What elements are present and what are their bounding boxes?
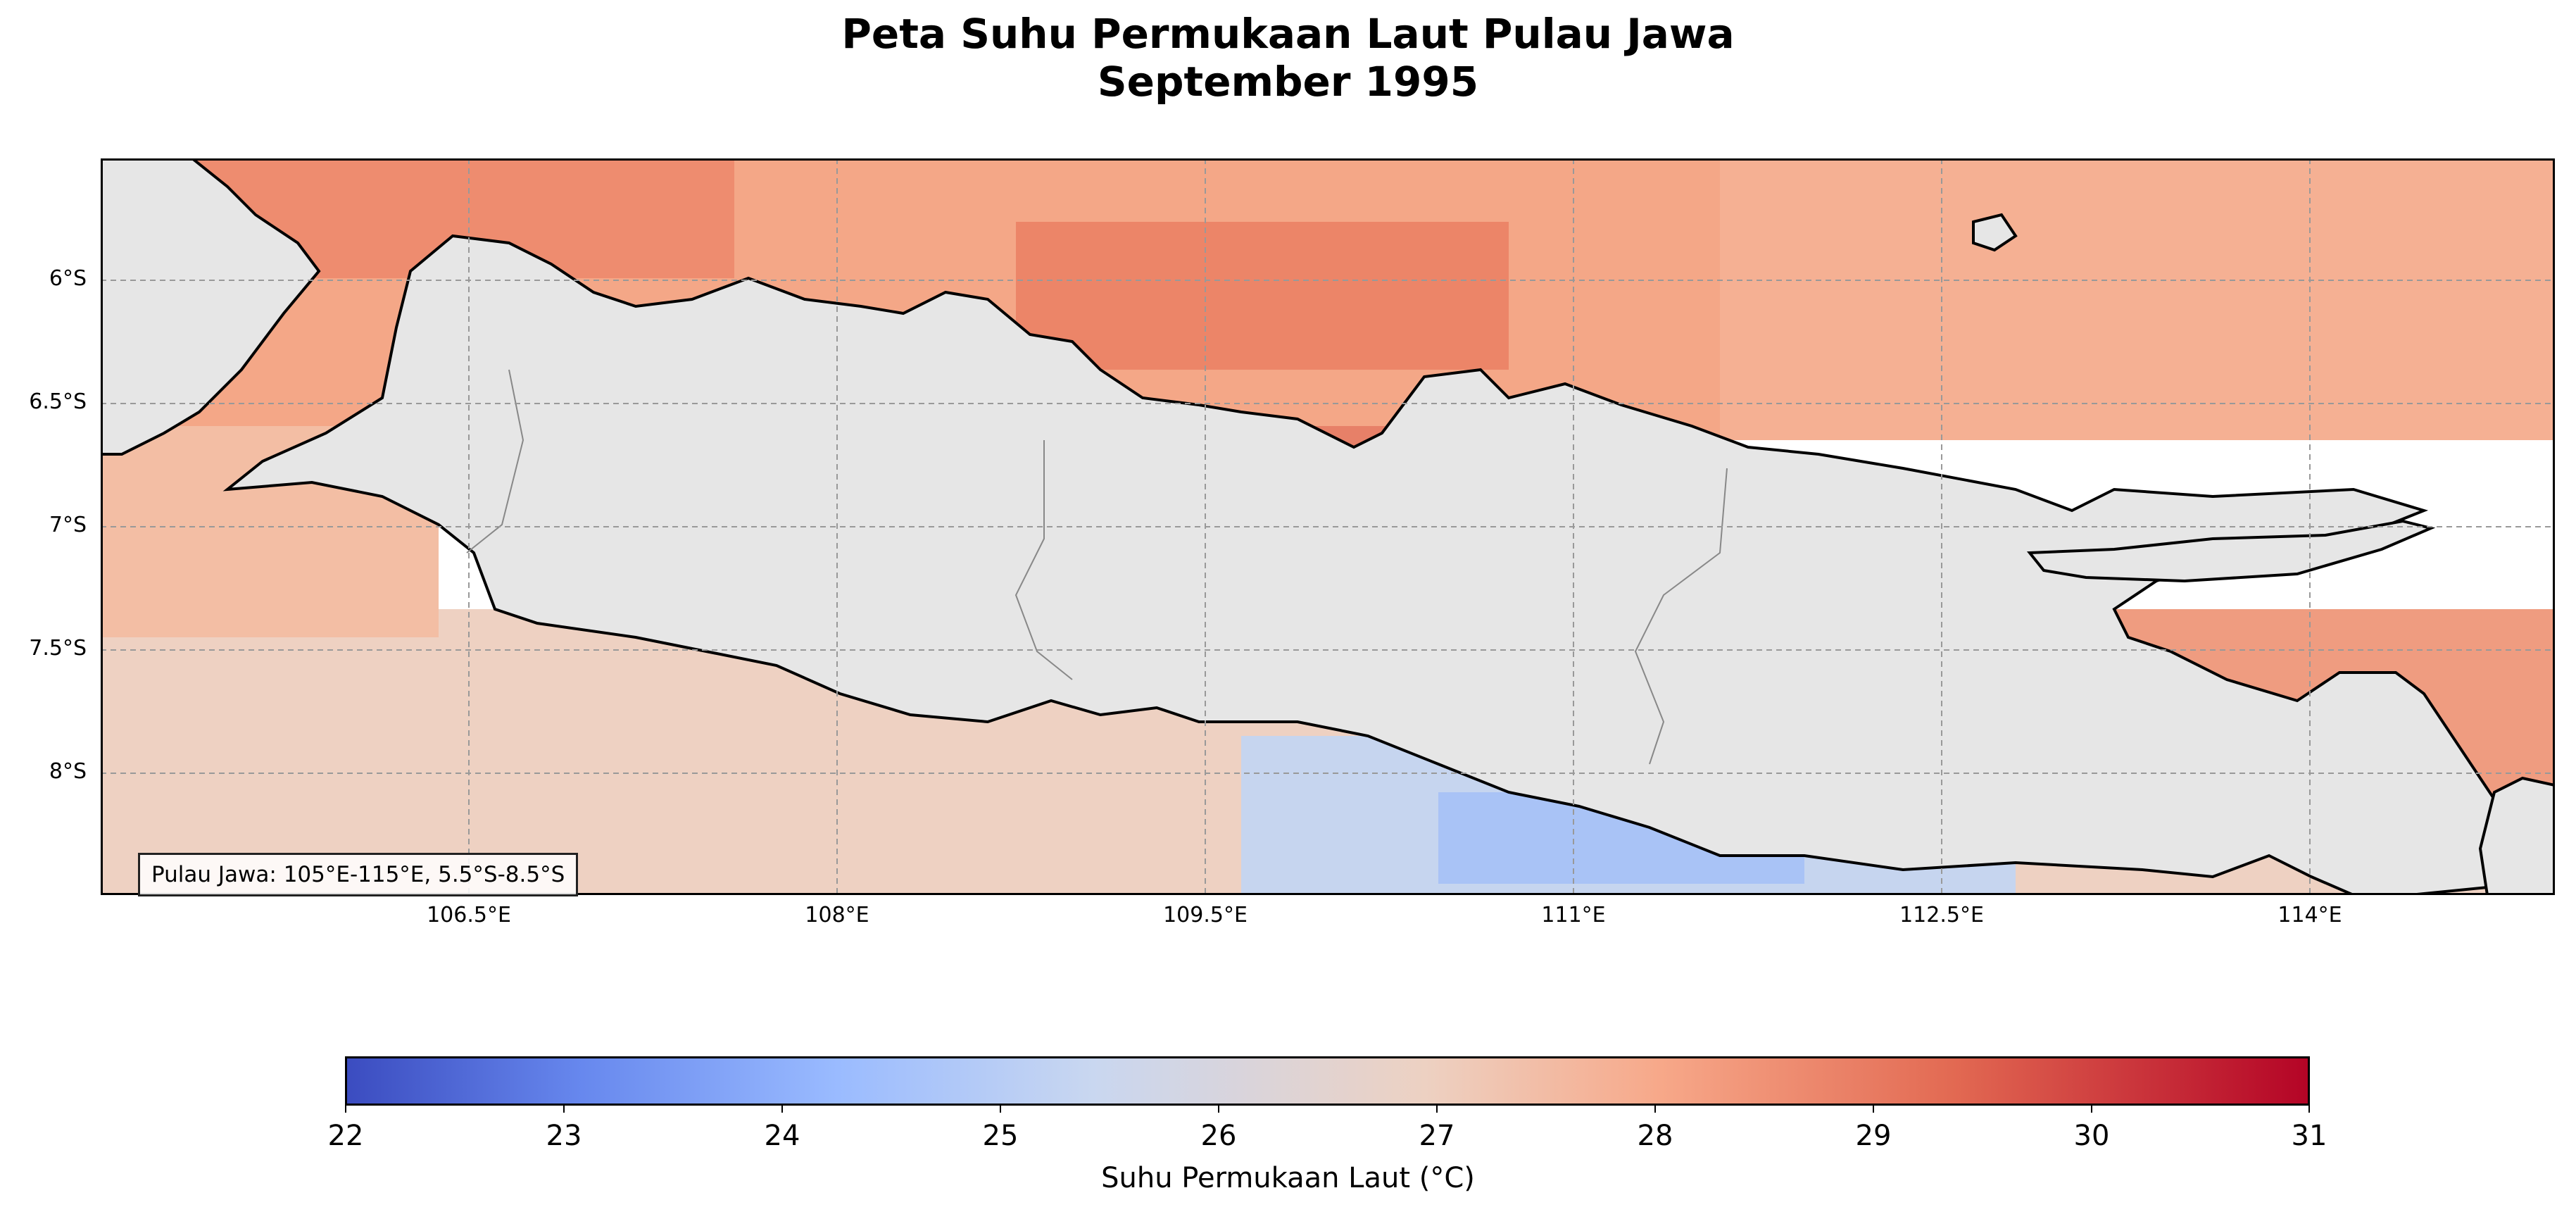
lon-tick-108e: 108°E [805, 903, 869, 927]
java-land [222, 234, 2555, 895]
lon-tick-106-5e: 106.5°E [427, 903, 511, 927]
colorbar-tickmark [1873, 1106, 1874, 1113]
title-line-1: Peta Suhu Permukaan Laut Pulau Jawa [841, 10, 1735, 58]
province-border-east [1634, 468, 1728, 765]
lon-tick-114e: 114°E [2277, 903, 2342, 927]
colorbar-tick-23: 23 [546, 1120, 582, 1152]
colorbar-tick-22: 22 [327, 1120, 364, 1152]
colorbar-tickmark [781, 1106, 783, 1113]
colorbar-label: Suhu Permukaan Laut (°C) [1101, 1162, 1475, 1194]
lat-tick-6-5s: 6.5°S [29, 389, 87, 414]
colorbar-tickmark [1218, 1106, 1219, 1113]
colorbar-tickmark [2308, 1106, 2310, 1113]
colorbar-tick-29: 29 [1855, 1120, 1892, 1152]
colorbar-tick-26: 26 [1200, 1120, 1237, 1152]
map-border [101, 158, 2555, 895]
lat-tick-7s: 7°S [49, 513, 87, 537]
colorbar-tick-30: 30 [2073, 1120, 2110, 1152]
lon-tick-109-5e: 109.5°E [1163, 903, 1248, 927]
region-info-box: Pulau Jawa: 105°E-115°E, 5.5°S-8.5°S [138, 853, 579, 896]
map-title: Peta Suhu Permukaan Laut Pulau Jawa Sept… [0, 10, 2576, 106]
title-line-2: September 1995 [1097, 58, 1479, 106]
colorbar-tickmark [345, 1106, 346, 1113]
north-sea-warmer-central [1016, 222, 1509, 370]
colorbar-tickmark [563, 1106, 565, 1113]
sumatra-corner [101, 158, 321, 456]
colorbar-tickmark [1000, 1106, 1001, 1113]
colorbar-tick-25: 25 [982, 1120, 1019, 1152]
colorbar-tick-24: 24 [764, 1120, 800, 1152]
lon-tick-112-5e: 112.5°E [1899, 903, 1984, 927]
province-border-west [466, 369, 524, 554]
colorbar-tickmark [1436, 1106, 1438, 1113]
colorbar-tickmark [2091, 1106, 2092, 1113]
lat-tick-8s: 8°S [49, 759, 87, 784]
madura-island [2026, 519, 2436, 583]
bali-corner [2478, 776, 2555, 895]
colorbar [345, 1056, 2310, 1106]
colorbar-tick-31: 31 [2291, 1120, 2327, 1152]
province-border-central [1014, 440, 1073, 680]
lon-tick-111e: 111°E [1541, 903, 1606, 927]
colorbar-tick-27: 27 [1419, 1120, 1455, 1152]
small-island-north [1972, 213, 2018, 252]
north-sea-east-gradient [1720, 158, 2555, 440]
sst-map [101, 158, 2555, 895]
colorbar-tickmark [1654, 1106, 1656, 1113]
lat-tick-6s: 6°S [49, 266, 87, 291]
gridlines [101, 158, 2555, 895]
colorbar-tick-28: 28 [1637, 1120, 1673, 1152]
lat-tick-7-5s: 7.5°S [29, 636, 87, 661]
map-panel [101, 158, 2555, 895]
